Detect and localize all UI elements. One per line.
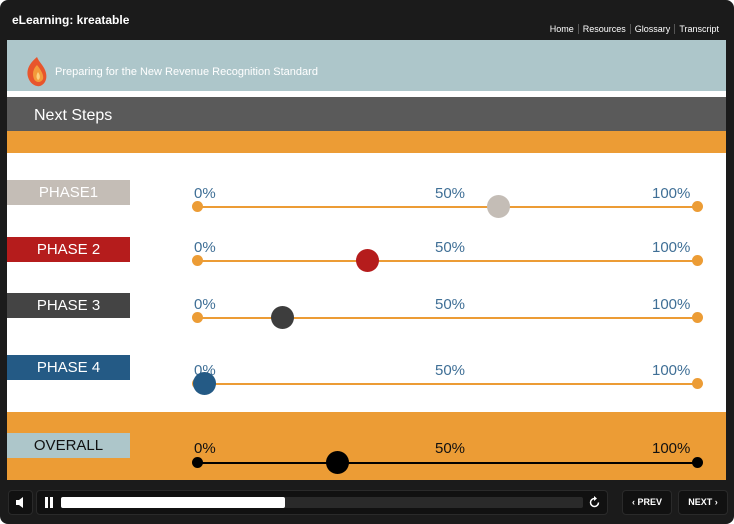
slider-knob[interactable] <box>486 195 510 218</box>
track-end-left <box>192 201 203 212</box>
seek-track[interactable] <box>61 497 583 508</box>
volume-button[interactable] <box>8 490 33 515</box>
scale-mid-label: 50% <box>435 239 466 256</box>
flame-logo-icon <box>27 57 47 87</box>
scale-max-label: 100% <box>652 296 691 313</box>
scale-mid-label: 50% <box>435 362 466 379</box>
scale-mid-label: 50% <box>435 185 466 202</box>
slide-stage: Preparing for the New Revenue Recognitio… <box>7 40 726 480</box>
track-end-left <box>192 457 203 468</box>
course-banner: Preparing for the New Revenue Recognitio… <box>7 40 726 91</box>
scale-min-label: 0% <box>194 185 216 202</box>
slider-track[interactable] <box>192 306 703 329</box>
track-end-left <box>192 312 203 323</box>
track-end-right <box>692 457 703 468</box>
course-title: Preparing for the New Revenue Recognitio… <box>55 66 318 78</box>
track-end-right <box>692 255 703 266</box>
phase-label: PHASE 4 <box>7 355 130 380</box>
scale-min-label: 0% <box>194 440 216 457</box>
scale-max-label: 100% <box>652 362 691 379</box>
speaker-icon <box>16 497 23 508</box>
track-end-left <box>192 255 203 266</box>
slider-knob[interactable] <box>326 451 350 474</box>
slider-track[interactable] <box>192 195 703 218</box>
scale-min-label: 0% <box>194 296 216 313</box>
phase-label: OVERALL <box>7 433 130 458</box>
track-end-right <box>692 201 703 212</box>
slider-track[interactable] <box>192 372 703 395</box>
chevron-right-icon: › <box>712 497 718 507</box>
seek-progress <box>61 497 286 508</box>
track-end-right <box>692 378 703 389</box>
accent-stripe <box>7 131 726 153</box>
slider-track[interactable] <box>192 451 703 474</box>
phase-label: PHASE 3 <box>7 293 130 318</box>
pause-icon[interactable] <box>43 496 55 509</box>
nav-home[interactable]: Home <box>549 24 574 34</box>
track-end-right <box>692 312 703 323</box>
window-title: eLearning: kreatable <box>12 13 130 27</box>
scale-max-label: 100% <box>652 440 691 457</box>
top-nav: Home Resources Glossary Transcript <box>546 24 723 34</box>
slider-track[interactable] <box>192 249 703 272</box>
scale-max-label: 100% <box>652 185 691 202</box>
scale-mid-label: 50% <box>435 296 466 313</box>
scale-max-label: 100% <box>652 239 691 256</box>
nav-resources[interactable]: Resources <box>577 24 630 34</box>
phase-label: PHASE1 <box>7 180 130 205</box>
phase-label: PHASE 2 <box>7 237 130 262</box>
nav-transcript[interactable]: Transcript <box>674 24 723 34</box>
slider-knob[interactable] <box>356 249 380 272</box>
next-button[interactable]: NEXT › <box>678 490 728 515</box>
prev-button[interactable]: ‹ PREV <box>622 490 672 515</box>
nav-glossary[interactable]: Glossary <box>629 24 675 34</box>
scale-mid-label: 50% <box>435 440 466 457</box>
slider-knob[interactable] <box>271 306 295 329</box>
playback-bar <box>36 490 608 515</box>
replay-icon[interactable] <box>588 496 601 509</box>
slider-knob[interactable] <box>193 372 216 395</box>
scale-min-label: 0% <box>194 239 216 256</box>
slide-heading: Next Steps <box>7 97 726 131</box>
chevron-left-icon: ‹ <box>631 497 638 507</box>
